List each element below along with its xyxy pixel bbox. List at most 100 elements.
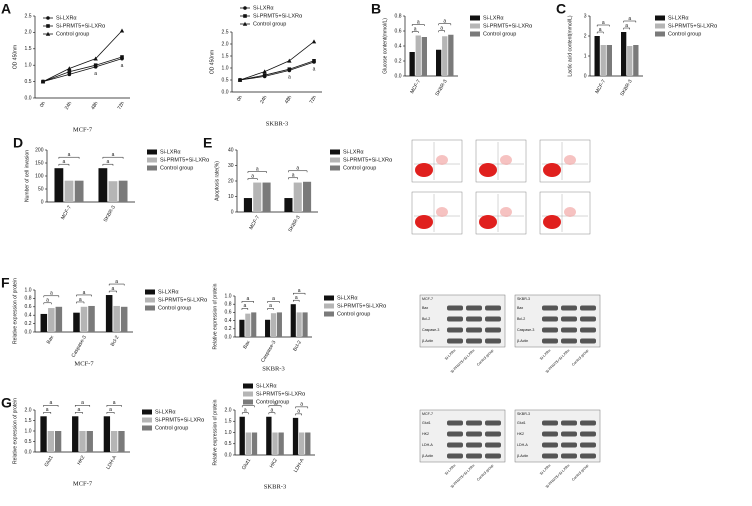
legend-swatch [243, 383, 253, 389]
significance: a [298, 288, 301, 294]
legend-label: Si-LXRα [158, 289, 179, 295]
legend-swatch [324, 303, 334, 309]
y-axis-title: Relative expression of protein [12, 278, 18, 344]
bar [296, 312, 302, 337]
blot-band [561, 338, 577, 344]
y-tick-label: 1.0 [225, 430, 232, 436]
data-point [237, 77, 243, 82]
blot-band [580, 338, 596, 344]
y-tick-label: 0.0 [225, 334, 232, 340]
legend-swatch [145, 289, 155, 295]
significance-bracket [74, 412, 83, 414]
blot-band [447, 327, 463, 333]
bar [72, 416, 79, 452]
x-tick-label: 0h [236, 94, 244, 102]
legend-label: Control group [483, 31, 516, 37]
blot-band [542, 442, 558, 448]
blot-band [561, 420, 577, 426]
panel-label: E [203, 135, 212, 151]
blot-band [466, 327, 482, 333]
significance: a [443, 19, 446, 25]
blot-band [580, 442, 596, 448]
significance-bracket [438, 23, 452, 26]
blot-protein: LDH-A [517, 443, 528, 447]
legend-label: Control group [160, 165, 193, 171]
bar [55, 306, 63, 332]
blot-protein: Bax [517, 306, 523, 310]
legend-label: Si-LXRα [56, 15, 77, 21]
flow-scatter [564, 155, 576, 165]
bar [88, 305, 95, 332]
legend-label: Control group [343, 165, 376, 171]
y-axis-title: Relative expression of protein [12, 398, 18, 464]
significance-bracket [108, 283, 125, 286]
blot-band [580, 420, 596, 426]
blot-lane: Control group [476, 349, 494, 367]
flow-scatter [564, 207, 576, 217]
bar [270, 313, 277, 337]
significance-bracket [268, 405, 282, 408]
legend-swatch [243, 399, 253, 405]
blot-cell: SKBR-3 [517, 297, 530, 301]
blot-cell: SKBR-3 [517, 412, 530, 416]
significance: a [49, 400, 52, 406]
significance-bracket [411, 24, 425, 26]
significance-bracket [411, 31, 419, 33]
legend-marker [243, 14, 247, 18]
blot-band [447, 431, 463, 437]
y-tick-label: 2.0 [225, 407, 232, 413]
bar [54, 431, 62, 452]
blot-band [580, 305, 596, 311]
bar [421, 37, 427, 76]
blot-band [466, 316, 482, 322]
data-point [311, 39, 317, 44]
blot-protein: Caspase-3 [422, 328, 439, 332]
bar [448, 34, 454, 76]
x-tick-label: Bcl-2 [292, 339, 303, 352]
panel-label: G [1, 395, 12, 411]
significance: a [269, 303, 272, 309]
bar [40, 313, 48, 332]
blot-band [485, 305, 501, 311]
bar [415, 35, 421, 76]
y-tick-label: 0.6 [395, 28, 402, 34]
significance-bracket [74, 405, 91, 407]
y-tick-label: 0.2 [395, 58, 402, 64]
flow-cluster [543, 215, 561, 229]
bar [108, 181, 118, 202]
x-tick-label: SKBR-3 [434, 78, 448, 97]
x-tick-label: MCF-7 [60, 204, 73, 220]
x-axis-title: MCF-7 [73, 126, 93, 133]
bar [253, 182, 262, 212]
bar [73, 312, 80, 332]
series-line [42, 56, 123, 82]
x-tick-label: 0h [39, 100, 47, 108]
data-point [312, 59, 316, 63]
bar [98, 168, 108, 202]
x-tick-label: HK2 [76, 454, 86, 466]
legend-swatch [470, 23, 480, 29]
legend-label: Si-PRMT5+Si-LXRα [56, 23, 106, 29]
bar [265, 319, 271, 337]
legend-swatch [147, 165, 157, 171]
significance: a [112, 286, 115, 292]
x-tick-label: 48h [90, 100, 99, 110]
blot-lane: Control group [571, 464, 589, 482]
x-tick-label: HK2 [269, 457, 279, 469]
significance-bracket [76, 294, 92, 297]
significance: a [274, 401, 277, 407]
bar [74, 180, 84, 202]
x-tick-label: Bcl-2 [110, 334, 121, 347]
bar [409, 52, 415, 76]
blot-band [447, 316, 463, 322]
significance-bracket [241, 301, 254, 303]
bar [436, 49, 442, 76]
legend-marker [46, 24, 50, 28]
blot-protein: Glut1 [517, 421, 526, 425]
y-tick-label: 40 [228, 147, 234, 153]
x-tick-label: Glut1 [44, 454, 55, 468]
blot-lane: Si-LXRα [539, 349, 551, 361]
bar [305, 432, 311, 455]
significance: a [68, 152, 71, 158]
